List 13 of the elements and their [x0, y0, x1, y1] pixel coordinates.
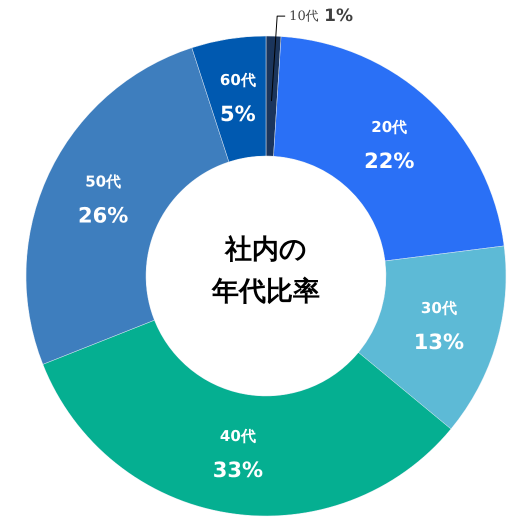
data-label: 13%	[414, 330, 464, 354]
slice-label: 10代	[289, 9, 319, 24]
text: 社内の年代比率	[211, 234, 320, 307]
slice-label: 60代	[220, 71, 256, 90]
data-label: 33%	[212, 458, 263, 482]
slice-label: 50代	[85, 172, 122, 190]
data-label: 1%	[324, 6, 354, 26]
data-label: 26%	[78, 203, 128, 228]
data-label: 5%	[220, 102, 256, 126]
slice-label: 20代	[371, 118, 408, 136]
slice-label: 40代	[220, 426, 256, 445]
data-label: 22%	[364, 148, 414, 173]
slice-label: 30代	[420, 299, 457, 318]
